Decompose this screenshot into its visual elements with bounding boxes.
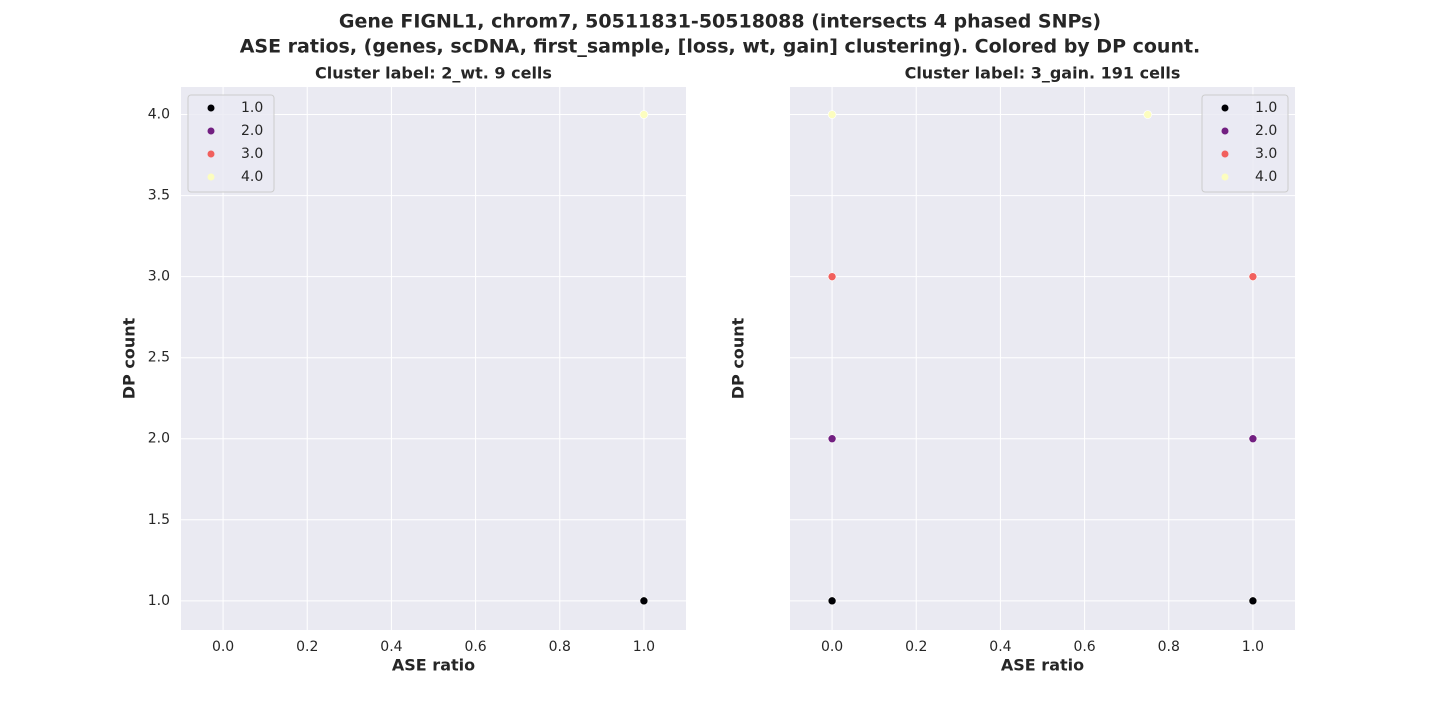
y-tick-label: 3.5 bbox=[148, 188, 170, 204]
legend-label: 1.0 bbox=[241, 100, 263, 116]
x-tick-label: 0.0 bbox=[212, 639, 234, 655]
y-tick-label: 3.0 bbox=[148, 269, 170, 285]
legend-label: 2.0 bbox=[241, 123, 263, 139]
x-tick-label: 0.6 bbox=[464, 639, 486, 655]
x-tick-label: 1.0 bbox=[1242, 639, 1264, 655]
point bbox=[639, 596, 649, 606]
y-axis-label: DP count bbox=[120, 317, 139, 399]
legend-marker bbox=[207, 127, 215, 135]
point bbox=[639, 110, 649, 119]
legend-label: 4.0 bbox=[241, 169, 263, 185]
x-tick-label: 0.2 bbox=[296, 639, 318, 655]
legend-label: 4.0 bbox=[1255, 169, 1277, 185]
legend-marker bbox=[207, 104, 215, 112]
point bbox=[1248, 272, 1258, 281]
legend-label: 1.0 bbox=[1255, 100, 1277, 116]
y-tick-label: 4.0 bbox=[148, 107, 170, 123]
x-tick-label: 0.6 bbox=[1073, 639, 1095, 655]
point bbox=[1248, 596, 1258, 606]
x-tick-label: 0.4 bbox=[380, 639, 402, 655]
subplot-title: Cluster label: 2_wt. 9 cells bbox=[315, 64, 552, 83]
legend-box bbox=[187, 94, 275, 193]
suptitle: ASE ratios, (genes, scDNA, first_sample,… bbox=[240, 36, 1201, 58]
legend-marker bbox=[1221, 104, 1229, 112]
x-tick-label: 0.2 bbox=[905, 639, 927, 655]
legend-label: 2.0 bbox=[1255, 123, 1277, 139]
subplot-title: Cluster label: 3_gain. 191 cells bbox=[905, 64, 1181, 83]
legend-marker bbox=[1221, 173, 1229, 181]
point bbox=[1143, 110, 1153, 119]
point bbox=[827, 110, 837, 119]
x-tick-label: 1.0 bbox=[633, 639, 655, 655]
point bbox=[827, 272, 837, 281]
suptitle: Gene FIGNL1, chrom7, 50511831-50518088 (… bbox=[339, 11, 1101, 33]
legend-marker bbox=[1221, 127, 1229, 135]
y-axis-label: DP count bbox=[729, 317, 748, 399]
legend-marker bbox=[207, 150, 215, 158]
y-tick-label: 1.5 bbox=[148, 512, 170, 528]
x-tick-label: 0.8 bbox=[549, 639, 571, 655]
x-tick-label: 0.4 bbox=[989, 639, 1011, 655]
legend-marker bbox=[1221, 150, 1229, 158]
x-axis-label: ASE ratio bbox=[1001, 656, 1084, 675]
y-tick-label: 2.5 bbox=[148, 350, 170, 366]
legend-box bbox=[1201, 94, 1289, 193]
x-tick-label: 0.0 bbox=[821, 639, 843, 655]
point bbox=[1248, 434, 1258, 444]
x-axis-label: ASE ratio bbox=[392, 656, 475, 675]
point bbox=[827, 434, 837, 444]
y-tick-label: 1.0 bbox=[148, 593, 170, 609]
legend-label: 3.0 bbox=[241, 146, 263, 162]
x-tick-label: 0.8 bbox=[1158, 639, 1180, 655]
y-tick-label: 2.0 bbox=[148, 431, 170, 447]
legend-marker bbox=[207, 173, 215, 181]
legend-label: 3.0 bbox=[1255, 146, 1277, 162]
point bbox=[827, 596, 837, 606]
